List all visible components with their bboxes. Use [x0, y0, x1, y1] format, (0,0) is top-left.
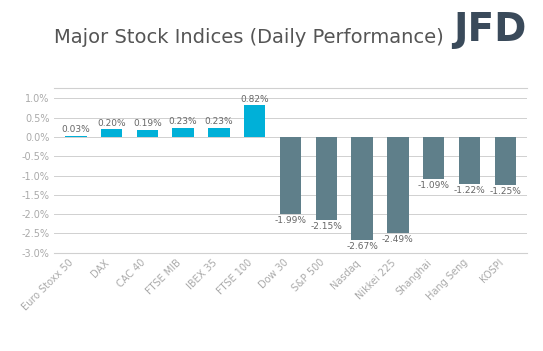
Bar — [387, 137, 408, 233]
Text: -1.22%: -1.22% — [453, 186, 485, 195]
Bar — [351, 137, 373, 240]
Bar — [315, 137, 337, 220]
Text: -2.67%: -2.67% — [346, 242, 378, 251]
Text: 0.20%: 0.20% — [97, 119, 126, 128]
Text: -1.99%: -1.99% — [275, 216, 306, 225]
Text: -1.25%: -1.25% — [489, 187, 521, 196]
Bar — [423, 137, 444, 179]
Bar — [244, 105, 266, 137]
Bar — [173, 128, 194, 137]
Text: -1.09%: -1.09% — [418, 181, 450, 190]
Bar — [280, 137, 301, 214]
Text: -2.15%: -2.15% — [311, 222, 342, 231]
Bar — [65, 136, 86, 137]
Text: Major Stock Indices (Daily Performance): Major Stock Indices (Daily Performance) — [54, 28, 444, 47]
Text: -2.49%: -2.49% — [382, 235, 414, 244]
Bar — [137, 130, 158, 137]
Bar — [208, 128, 230, 137]
Bar — [101, 129, 122, 137]
Text: 0.23%: 0.23% — [169, 118, 198, 126]
Text: 0.82%: 0.82% — [241, 95, 269, 104]
Text: 0.19%: 0.19% — [133, 119, 162, 128]
Bar — [495, 137, 516, 185]
Text: 0.23%: 0.23% — [205, 118, 233, 126]
Text: JFD: JFD — [453, 11, 527, 48]
Text: 0.03%: 0.03% — [61, 125, 90, 134]
Bar — [459, 137, 480, 184]
